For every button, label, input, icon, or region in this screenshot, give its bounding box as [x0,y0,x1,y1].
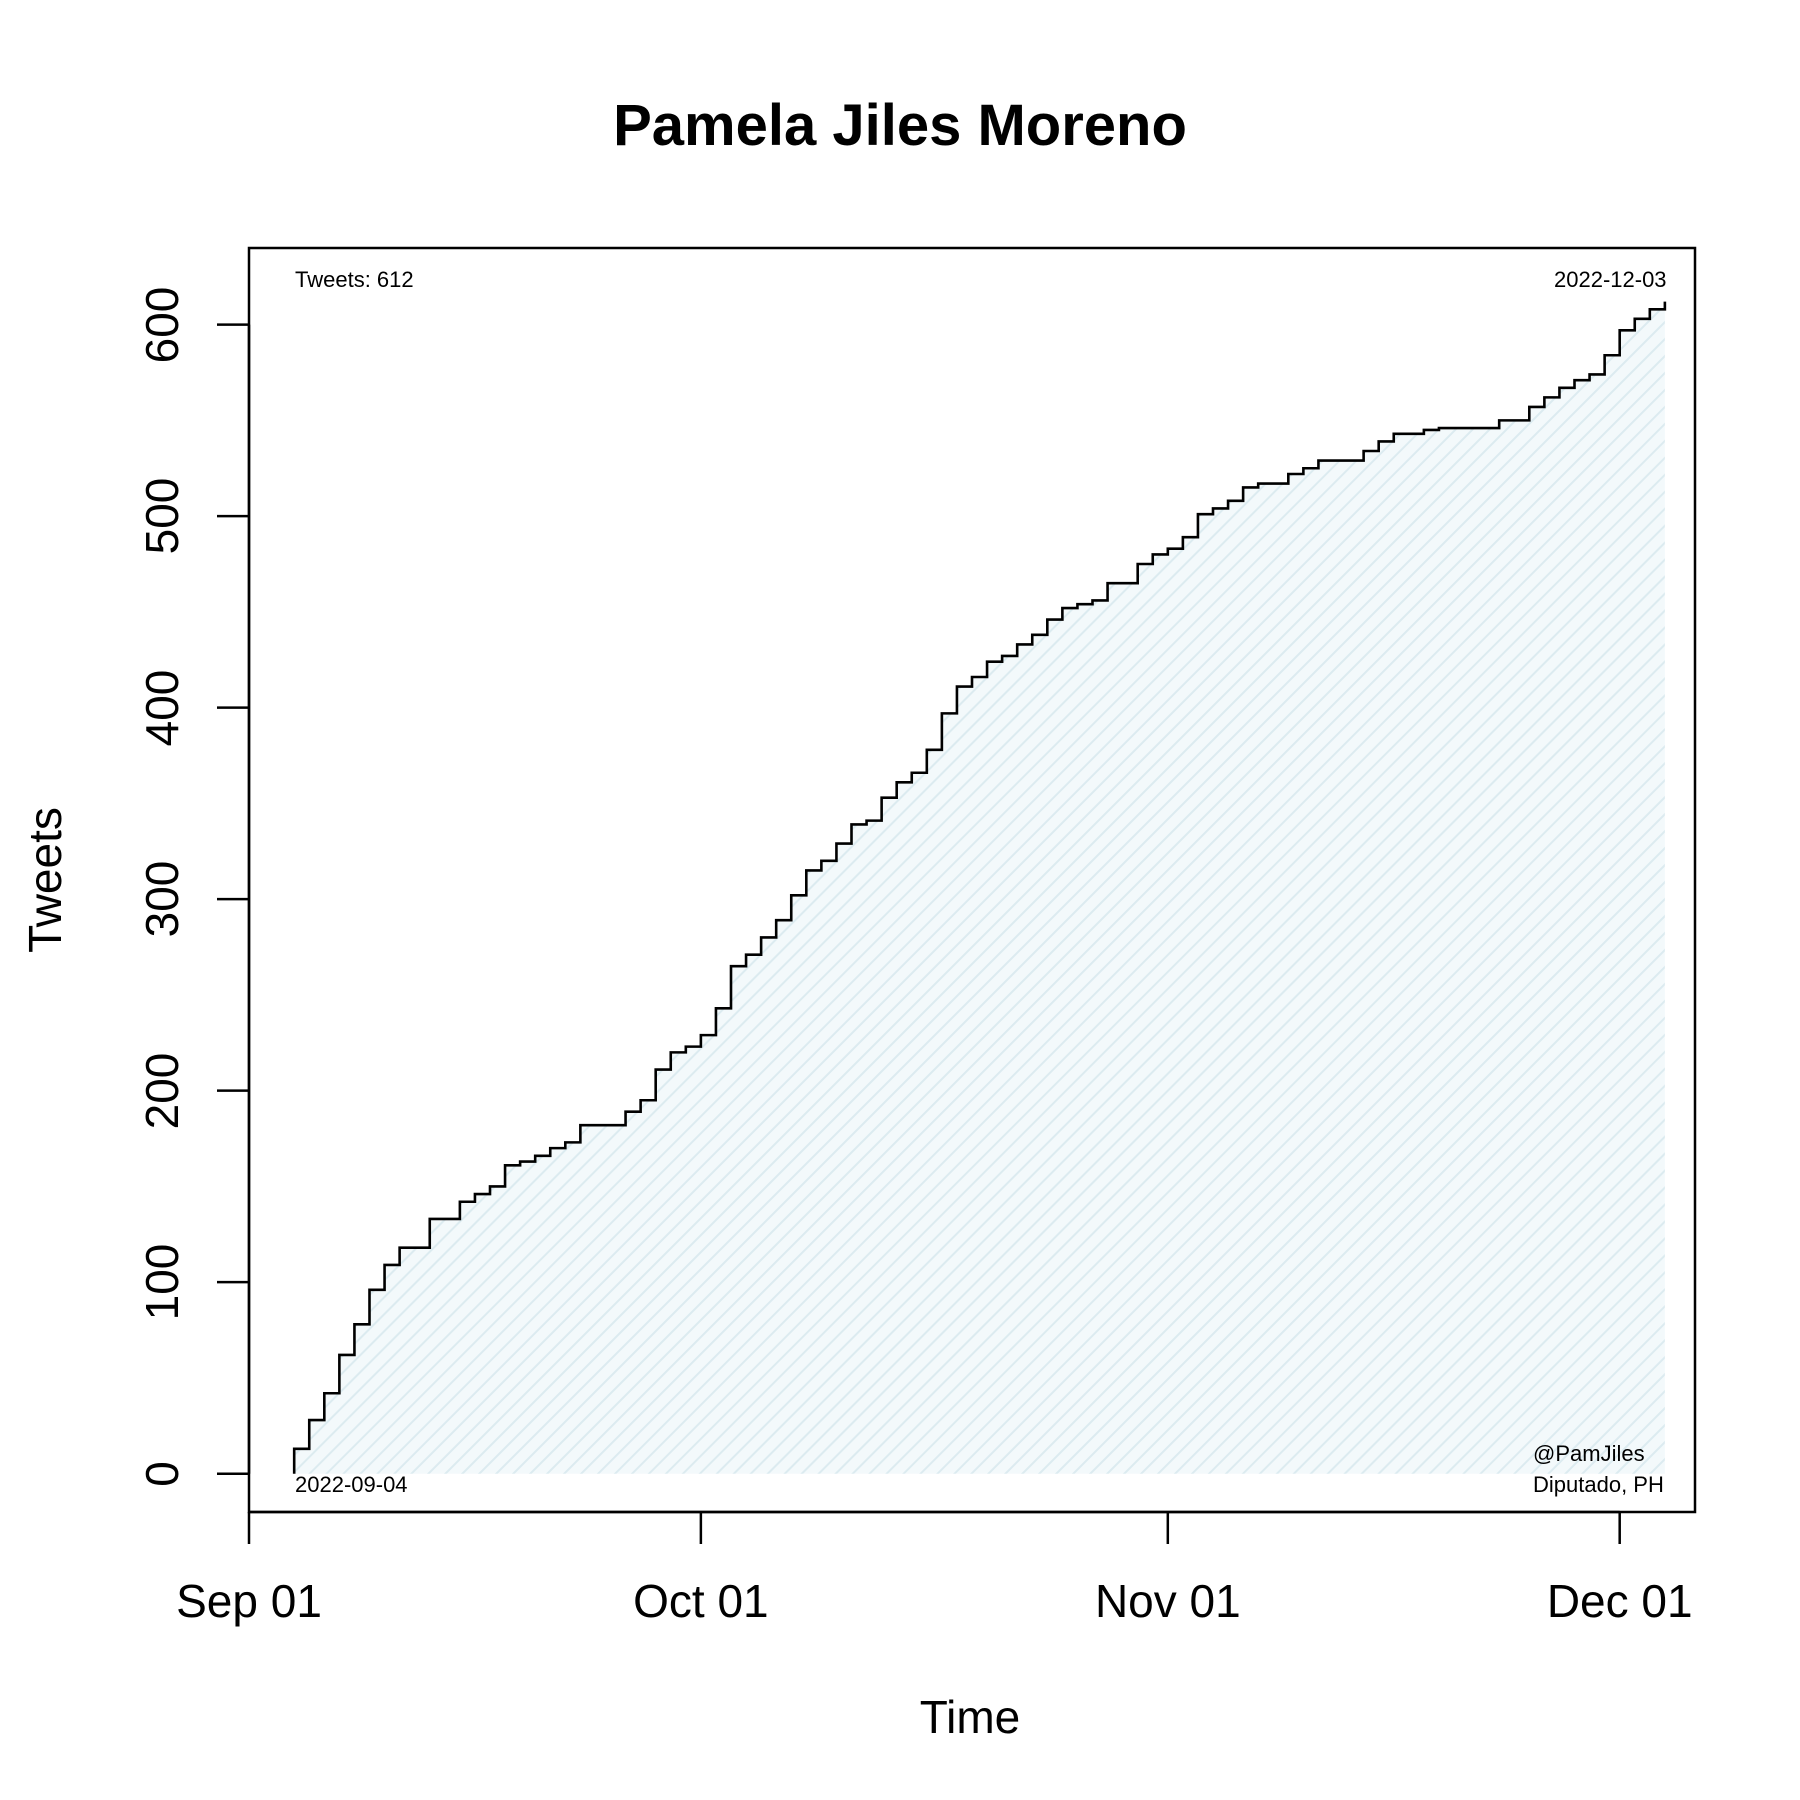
tweet-count-label: Tweets: 612 [295,267,414,292]
x-tick-label: Oct 01 [633,1575,769,1627]
y-tick-label: 100 [136,1243,188,1321]
cumulative-area-fill [294,301,1665,1474]
start-date-label: 2022-09-04 [295,1472,408,1497]
x-axis-label: Time [919,1691,1021,1743]
y-tick-label: 600 [136,286,188,363]
y-axis-label: Tweets [19,807,71,953]
x-tick-label: Sep 01 [176,1575,322,1627]
x-tick-label: Dec 01 [1546,1575,1693,1627]
y-tick-label: 500 [136,477,188,555]
y-tick-label: 200 [136,1052,188,1130]
y-tick-label: 300 [136,860,188,938]
party-label: Diputado, PH [1533,1472,1664,1497]
chart-title: Pamela Jiles Moreno [613,93,1187,158]
y-tick-label: 400 [136,669,188,746]
end-date-label: 2022-12-03 [1554,267,1667,292]
y-tick-label: 0 [136,1460,188,1487]
cumulative-tweets-line [292,301,1667,1474]
x-tick-label: Nov 01 [1094,1575,1241,1627]
handle-label: @PamJiles [1533,1441,1645,1466]
